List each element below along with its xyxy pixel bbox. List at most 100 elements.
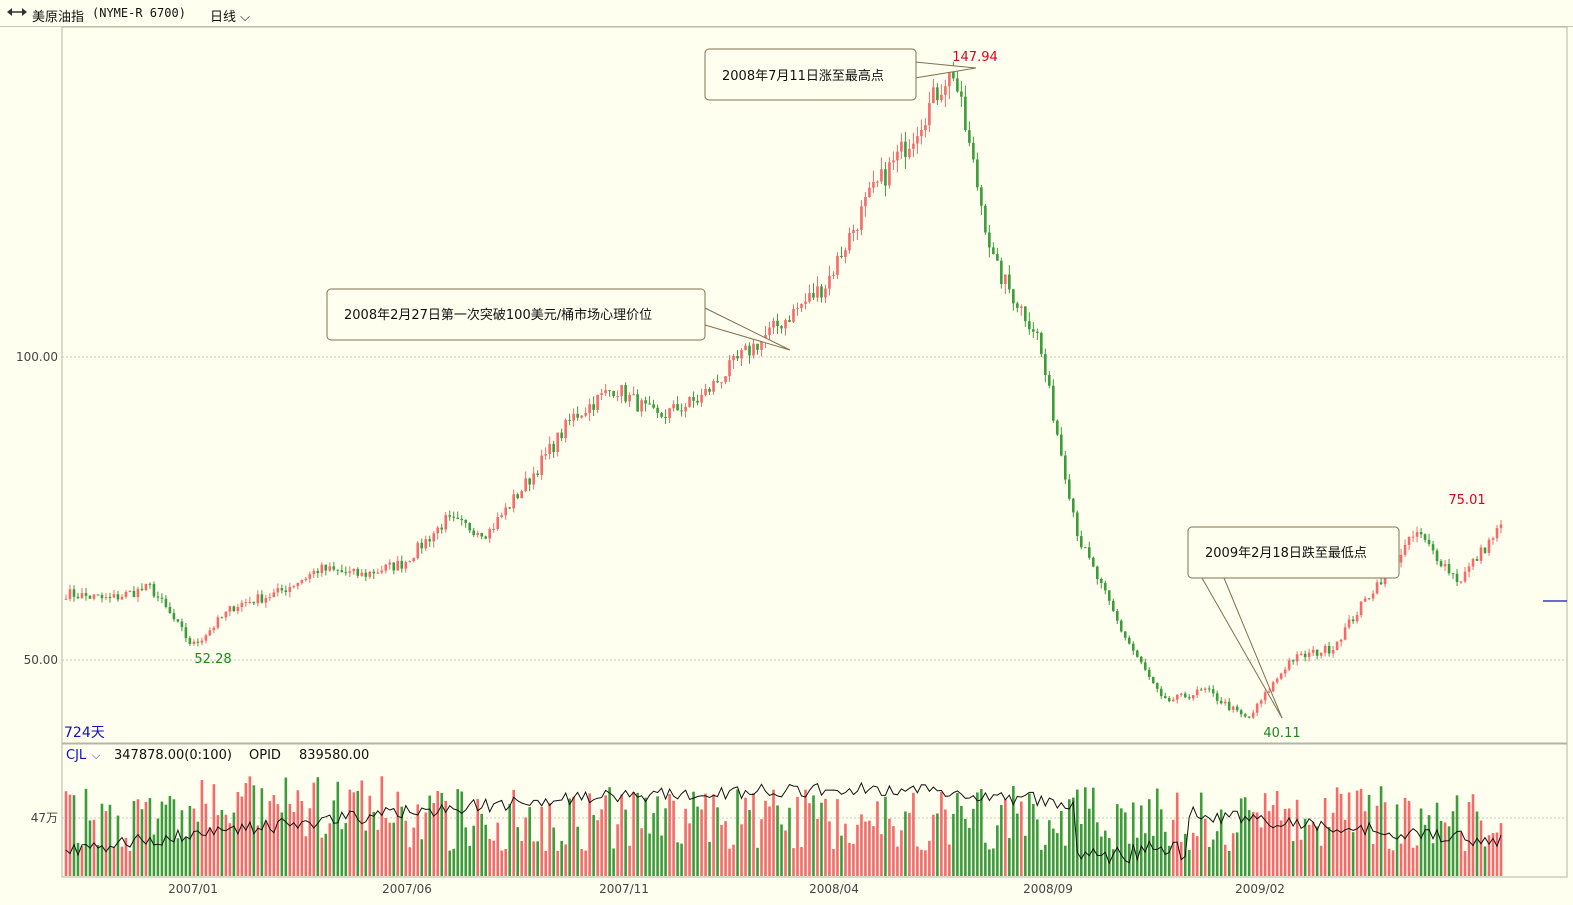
volume-bar bbox=[896, 846, 899, 876]
volume-bar bbox=[1143, 833, 1147, 876]
volume-bar bbox=[620, 794, 623, 876]
volume-bar bbox=[984, 842, 987, 876]
volume-bar bbox=[288, 803, 292, 876]
volume-bar bbox=[1459, 832, 1463, 876]
candle-body bbox=[984, 205, 987, 233]
volume-bar bbox=[700, 809, 703, 876]
candle-body bbox=[880, 169, 883, 182]
candle-body bbox=[1004, 274, 1007, 285]
candle-body bbox=[1359, 601, 1363, 616]
candle-body bbox=[1303, 653, 1307, 658]
volume-bar bbox=[180, 810, 184, 876]
candle-body bbox=[492, 528, 496, 530]
volume-bar bbox=[932, 814, 935, 876]
volume-bar bbox=[996, 825, 999, 876]
volume-bar bbox=[1087, 808, 1091, 876]
volume-bar bbox=[1363, 811, 1367, 876]
volume-bar bbox=[1187, 850, 1191, 876]
volume-bar bbox=[1387, 848, 1391, 876]
volume-bar bbox=[1403, 797, 1407, 876]
candle-body bbox=[1036, 331, 1039, 333]
volume-bar bbox=[444, 800, 448, 876]
volume-bar bbox=[264, 821, 268, 876]
callout-box-peak bbox=[704, 48, 917, 101]
candle-body bbox=[200, 640, 204, 643]
candle-body bbox=[460, 518, 464, 520]
volume-bar bbox=[940, 791, 943, 876]
candle-body bbox=[1363, 598, 1367, 602]
volume-bar bbox=[308, 808, 312, 876]
candle-body bbox=[820, 286, 823, 298]
candle-body bbox=[748, 345, 751, 356]
candle-body bbox=[956, 78, 959, 92]
opid-line bbox=[65, 781, 1502, 865]
candle-body bbox=[1323, 645, 1327, 653]
volume-bar bbox=[316, 777, 320, 876]
volume-bar bbox=[432, 802, 436, 876]
volume-bar bbox=[596, 820, 599, 876]
annotation-peak: 2008年7月11日涨至最高点 bbox=[722, 68, 884, 84]
volume-bar bbox=[480, 813, 484, 876]
volume-bar bbox=[904, 811, 907, 876]
volume-bar bbox=[164, 804, 168, 876]
volume-bar bbox=[1203, 818, 1207, 876]
candle-body bbox=[768, 327, 771, 336]
candle-body bbox=[560, 432, 563, 439]
candle-body bbox=[988, 232, 991, 248]
candle-body bbox=[84, 593, 88, 596]
chart-toggle-icon[interactable] bbox=[6, 6, 28, 22]
chevron-down-icon[interactable]: ⌵ bbox=[236, 10, 251, 25]
volume-bar bbox=[600, 809, 603, 876]
candle-body bbox=[700, 394, 703, 403]
candle-body bbox=[1103, 582, 1107, 591]
candle-body bbox=[1151, 676, 1155, 684]
volume-bar bbox=[1064, 845, 1067, 876]
volume-bar bbox=[208, 827, 212, 876]
volume-bar bbox=[100, 803, 104, 876]
volume-bar bbox=[160, 801, 164, 876]
candle-body bbox=[228, 606, 232, 612]
volume-bar bbox=[1056, 833, 1059, 876]
volume-bar bbox=[548, 803, 551, 876]
volume-bar bbox=[864, 821, 867, 876]
volume-bar bbox=[292, 811, 296, 876]
candle-body bbox=[196, 641, 200, 643]
volume-bar bbox=[416, 804, 420, 876]
callout-box-100 bbox=[326, 288, 706, 341]
candle-body bbox=[752, 343, 755, 356]
candle-body bbox=[924, 125, 927, 130]
volume-bar bbox=[776, 805, 779, 876]
candle-body bbox=[1335, 641, 1339, 651]
candle-body bbox=[128, 590, 132, 593]
volume-bar bbox=[1487, 835, 1491, 876]
candle-body bbox=[500, 515, 503, 518]
candle-body bbox=[760, 339, 763, 350]
volume-bar bbox=[352, 792, 356, 876]
candle-body bbox=[204, 635, 208, 641]
period-selector[interactable]: 日线 ⌵ bbox=[210, 6, 250, 25]
candle-body bbox=[688, 397, 691, 407]
candle-body bbox=[1455, 573, 1459, 583]
candle-body bbox=[1163, 696, 1167, 699]
volume-bar bbox=[1423, 824, 1427, 876]
candle-body bbox=[1143, 662, 1147, 670]
callout-pointer-peak bbox=[914, 61, 977, 79]
volume-bar bbox=[424, 812, 428, 876]
candle-body bbox=[232, 606, 236, 612]
candle-body bbox=[1052, 385, 1055, 421]
volume-bar bbox=[804, 789, 807, 876]
volume-bar bbox=[496, 822, 499, 876]
candle-body bbox=[912, 143, 915, 149]
candle-body bbox=[1187, 697, 1191, 699]
candle-body bbox=[1119, 620, 1123, 632]
volume-bar bbox=[1499, 823, 1503, 876]
candle-body bbox=[276, 588, 280, 593]
volume-bar bbox=[568, 798, 571, 876]
candle-body bbox=[164, 598, 168, 607]
candle-body bbox=[388, 562, 392, 565]
volume-bar bbox=[356, 790, 360, 876]
volume-bar bbox=[560, 840, 563, 876]
candle-body bbox=[536, 473, 539, 475]
volume-bar bbox=[468, 845, 472, 876]
candle-body bbox=[144, 583, 148, 591]
